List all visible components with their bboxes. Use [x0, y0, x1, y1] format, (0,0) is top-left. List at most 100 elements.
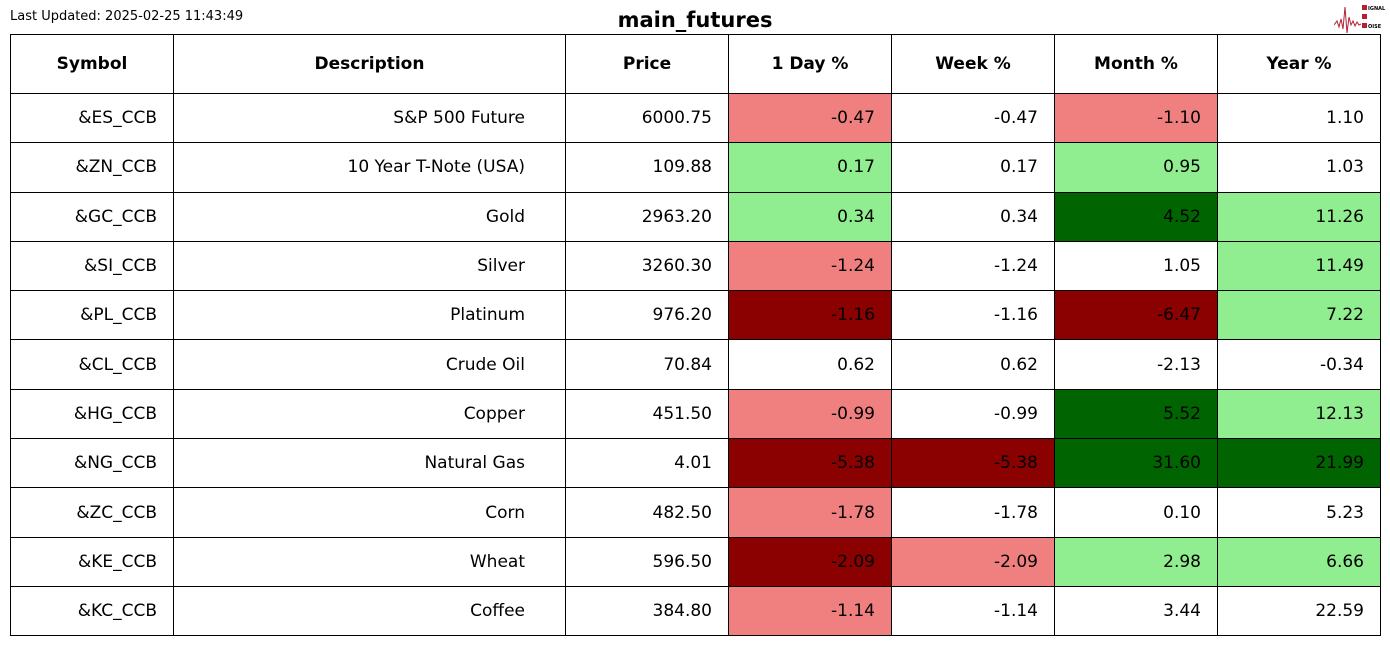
table-cell: 6000.75 [565, 92, 729, 144]
table-cell: -1.14 [728, 585, 892, 637]
column-header: Year % [1217, 34, 1381, 94]
table-cell: -2.09 [728, 536, 892, 587]
table-cell: 4.01 [565, 438, 729, 489]
column-header: Week % [891, 34, 1055, 94]
table-cell: &ZC_CCB [10, 487, 174, 538]
table-row: &ZN_CCB 10 Year T-Note (USA) 109.88 0.17 0.1… [10, 142, 1381, 193]
svg-text:OISE: OISE [1368, 24, 1382, 30]
table-cell: 0.34 [891, 191, 1055, 242]
table-cell: 2963.20 [565, 191, 729, 242]
table-row: &KC_CCB Coffee 384.80 -1.14 -1.14 3.44 22.59 [10, 585, 1381, 637]
table-cell: -5.38 [728, 438, 892, 489]
table-cell: -0.99 [891, 388, 1055, 440]
table-row: &CL_CCB Crude Oil 70.84 0.62 0.62 -2.13 -0.34 [10, 339, 1381, 390]
table-cell: 5.23 [1217, 487, 1381, 538]
table-cell: Corn [173, 487, 566, 538]
table-row: &PL_CCB Platinum 976.20 -1.16 -1.16 -6.47 7.22 [10, 290, 1381, 341]
table-cell: 22.59 [1217, 585, 1381, 637]
table-cell: 11.26 [1217, 191, 1381, 242]
table-cell: &GC_CCB [10, 191, 174, 242]
last-updated-text: Last Updated: 2025-02-25 11:43:49 [10, 9, 244, 24]
futures-table: Symbol Description Price 1 Day % Week % Month… [10, 34, 1381, 637]
table-cell: 482.50 [565, 487, 729, 538]
table-cell: Gold [173, 191, 566, 242]
table-cell: &ES_CCB [10, 92, 174, 144]
table-cell: -1.14 [891, 585, 1055, 637]
table-cell: 596.50 [565, 536, 729, 587]
column-header: 1 Day % [728, 34, 892, 94]
table-cell: 976.20 [565, 290, 729, 341]
table-cell: Silver [173, 240, 566, 292]
table-cell: -0.47 [891, 92, 1055, 144]
table-row: &NG_CCB Natural Gas 4.01 -5.38 -5.38 31.60 21.… [10, 438, 1381, 489]
table-cell: -1.78 [891, 487, 1055, 538]
table-cell: 31.60 [1054, 438, 1218, 489]
table-cell: -1.24 [891, 240, 1055, 292]
table-cell: 0.62 [728, 339, 892, 390]
table-cell: 4.52 [1054, 191, 1218, 242]
table-cell: 7.22 [1217, 290, 1381, 341]
table-cell: -1.78 [728, 487, 892, 538]
table-cell: S&P 500 Future [173, 92, 566, 144]
svg-text:IGNAL: IGNAL [1368, 6, 1386, 12]
table-cell: 2.98 [1054, 536, 1218, 587]
table-header-row: Symbol Description Price 1 Day % Week % Month… [10, 34, 1381, 94]
table-cell: 21.99 [1217, 438, 1381, 489]
table-cell: &KE_CCB [10, 536, 174, 587]
table-row: &KE_CCB Wheat 596.50 -2.09 -2.09 2.98 6.66 [10, 536, 1381, 587]
table-cell: Coffee [173, 585, 566, 637]
table-cell: &PL_CCB [10, 290, 174, 341]
table-cell: -1.16 [891, 290, 1055, 341]
table-cell: 70.84 [565, 339, 729, 390]
table-cell: -2.13 [1054, 339, 1218, 390]
column-header: Price [565, 34, 729, 94]
table-cell: 10 Year T-Note (USA) [173, 142, 566, 193]
table-cell: 11.49 [1217, 240, 1381, 292]
table-cell: 12.13 [1217, 388, 1381, 440]
table-cell: &NG_CCB [10, 438, 174, 489]
table-cell: Natural Gas [173, 438, 566, 489]
table-row: &SI_CCB Silver 3260.30 -1.24 -1.24 1.05 11.49 [10, 240, 1381, 292]
table-row: &ES_CCB S&P 500 Future 6000.75 -0.47 -0.47 -1… [10, 92, 1381, 144]
table-cell: &SI_CCB [10, 240, 174, 292]
table-cell: Crude Oil [173, 339, 566, 390]
page-title: main_futures [617, 8, 773, 32]
column-header: Description [173, 34, 566, 94]
table-cell: 0.17 [728, 142, 892, 193]
column-header: Month % [1054, 34, 1218, 94]
table-cell: 384.80 [565, 585, 729, 637]
table-cell: -6.47 [1054, 290, 1218, 341]
table-cell: 3260.30 [565, 240, 729, 292]
table-cell: 0.34 [728, 191, 892, 242]
table-cell: -1.10 [1054, 92, 1218, 144]
table-cell: &CL_CCB [10, 339, 174, 390]
table-row: &ZC_CCB Corn 482.50 -1.78 -1.78 0.10 5.23 [10, 487, 1381, 538]
table-cell: Platinum [173, 290, 566, 341]
table-cell: -1.16 [728, 290, 892, 341]
table-cell: 3.44 [1054, 585, 1218, 637]
table-cell: 109.88 [565, 142, 729, 193]
table-cell: -5.38 [891, 438, 1055, 489]
table-cell: &KC_CCB [10, 585, 174, 637]
table-cell: 0.95 [1054, 142, 1218, 193]
table-cell: Copper [173, 388, 566, 440]
table-cell: -0.47 [728, 92, 892, 144]
table-cell: 1.03 [1217, 142, 1381, 193]
table-cell: &HG_CCB [10, 388, 174, 440]
table-row: &HG_CCB Copper 451.50 -0.99 -0.99 5.52 12.13 [10, 388, 1381, 440]
table-cell: -1.24 [728, 240, 892, 292]
table-cell: 451.50 [565, 388, 729, 440]
table-row: &GC_CCB Gold 2963.20 0.34 0.34 4.52 11.26 [10, 191, 1381, 242]
signal-2-noise-logo: IGNAL OISE [1334, 5, 1386, 34]
table-cell: 6.66 [1217, 536, 1381, 587]
column-header: Symbol [10, 34, 174, 94]
table-cell: -2.09 [891, 536, 1055, 587]
table-cell: 1.10 [1217, 92, 1381, 144]
table-cell: 5.52 [1054, 388, 1218, 440]
table-cell: 0.17 [891, 142, 1055, 193]
table-cell: 0.62 [891, 339, 1055, 390]
table-cell: 1.05 [1054, 240, 1218, 292]
table-cell: &ZN_CCB [10, 142, 174, 193]
table-cell: 0.10 [1054, 487, 1218, 538]
table-cell: Wheat [173, 536, 566, 587]
